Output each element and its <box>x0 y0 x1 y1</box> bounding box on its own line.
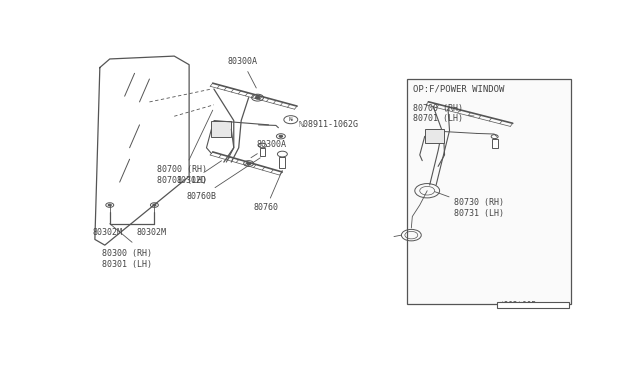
Circle shape <box>279 135 283 137</box>
Text: N: N <box>289 117 292 122</box>
Text: 80300A: 80300A <box>251 140 286 158</box>
Bar <box>260 148 265 156</box>
Text: 80700 (RH)
80701 (LH): 80700 (RH) 80701 (LH) <box>157 110 212 185</box>
Text: 80302M: 80302M <box>137 228 167 237</box>
Bar <box>280 157 285 168</box>
Text: 80302D: 80302D <box>177 161 221 185</box>
Bar <box>408 79 571 304</box>
Bar <box>492 139 498 148</box>
Text: 80760: 80760 <box>253 170 282 212</box>
Circle shape <box>153 204 156 206</box>
Text: 80302M: 80302M <box>92 228 122 237</box>
Text: 80700 (RH)
80701 (LH): 80700 (RH) 80701 (LH) <box>413 104 474 123</box>
Bar <box>497 302 568 308</box>
Bar <box>211 121 231 137</box>
Text: 80300A: 80300A <box>228 57 258 88</box>
Circle shape <box>246 162 251 165</box>
Circle shape <box>108 204 111 206</box>
Text: *803*00P: *803*00P <box>499 301 536 310</box>
Text: 80760B: 80760B <box>187 158 260 201</box>
Circle shape <box>255 96 260 99</box>
Text: ℕ08911-1062G: ℕ08911-1062G <box>291 120 358 129</box>
Text: OP:F/POWER WINDOW: OP:F/POWER WINDOW <box>413 84 505 93</box>
Text: 80300 (RH)
80301 (LH): 80300 (RH) 80301 (LH) <box>102 250 152 269</box>
Bar <box>425 129 444 143</box>
Text: 80730 (RH)
80731 (LH): 80730 (RH) 80731 (LH) <box>435 192 504 218</box>
